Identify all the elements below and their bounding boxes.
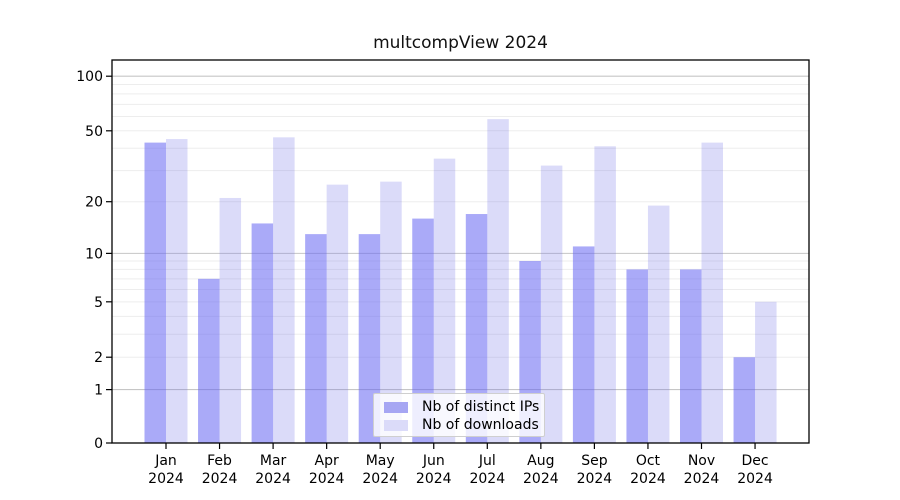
y-tick-label: 0 <box>94 436 103 452</box>
bar-downloads-sep <box>594 146 616 443</box>
bar-distinct-ips-jul <box>465 214 488 443</box>
y-tick-label: 20 <box>85 195 103 211</box>
bar-downloads-may <box>380 181 402 443</box>
legend-entry-downloads: Nb of downloads <box>384 416 544 434</box>
x-tick-label-month: Mar <box>260 453 287 469</box>
bar-downloads-aug <box>540 165 563 443</box>
legend-swatch-downloads <box>384 419 408 431</box>
x-tick-label-month: Aug <box>527 453 554 469</box>
x-tick-label-year: 2024 <box>577 471 613 487</box>
bar-downloads-jun <box>433 158 456 444</box>
bar-downloads-apr <box>326 184 349 443</box>
y-tick-label: 2 <box>94 350 103 366</box>
legend-label-downloads: Nb of downloads <box>422 417 539 433</box>
bar-distinct-ips-feb <box>198 278 220 443</box>
y-tick-label: 50 <box>85 124 103 140</box>
bar-distinct-ips-jan <box>144 142 166 443</box>
y-tick-label: 10 <box>85 246 103 262</box>
x-tick-label-year: 2024 <box>362 471 398 487</box>
bar-distinct-ips-jun <box>412 218 434 443</box>
x-tick-label-year: 2024 <box>416 471 452 487</box>
x-tick-label-year: 2024 <box>469 471 505 487</box>
legend-swatch-distinct-ips <box>384 401 408 413</box>
x-tick-label-month: Oct <box>636 453 661 469</box>
bar-distinct-ips-nov <box>680 269 702 443</box>
chart-title: multcompView 2024 <box>373 33 548 53</box>
plot-border <box>111 59 810 444</box>
x-tick-label-year: 2024 <box>309 471 345 487</box>
y-tick-label: 5 <box>94 295 103 311</box>
legend: Nb of distinct IPs Nb of downloads <box>373 393 545 437</box>
x-tick-label-month: Apr <box>315 453 339 469</box>
bar-distinct-ips-sep <box>572 246 595 443</box>
x-tick-label-month: Feb <box>207 453 232 469</box>
x-tick-label-month: Dec <box>742 453 769 469</box>
bar-downloads-jan <box>166 139 188 444</box>
x-tick-label-month: Jul <box>478 453 496 469</box>
bar-distinct-ips-may <box>358 234 381 443</box>
bar-downloads-oct <box>647 205 670 443</box>
x-tick-label-year: 2024 <box>737 471 773 487</box>
bar-distinct-ips-apr <box>305 234 327 443</box>
x-tick-label-year: 2024 <box>202 471 238 487</box>
bar-downloads-jul <box>487 119 509 443</box>
x-tick-label-month: Sep <box>581 453 608 469</box>
bar-distinct-ips-mar <box>251 223 274 443</box>
bar-downloads-nov <box>701 142 723 443</box>
x-tick-label-month: Jun <box>422 453 445 469</box>
x-tick-label-year: 2024 <box>630 471 666 487</box>
x-tick-label-year: 2024 <box>684 471 720 487</box>
y-tick-label: 1 <box>94 383 103 399</box>
legend-entry-distinct-ips: Nb of distinct IPs <box>384 398 544 416</box>
bar-downloads-dec <box>755 301 777 443</box>
x-tick-label-year: 2024 <box>148 471 184 487</box>
legend-label-distinct-ips: Nb of distinct IPs <box>422 399 540 415</box>
x-tick-label-month: May <box>366 453 395 469</box>
bar-downloads-feb <box>219 197 242 443</box>
bar-distinct-ips-oct <box>626 269 648 443</box>
x-tick-label-month: Nov <box>688 453 715 469</box>
y-tick-label: 100 <box>76 69 103 85</box>
x-tick-label-year: 2024 <box>523 471 559 487</box>
bar-distinct-ips-dec <box>733 357 756 443</box>
x-tick-label-month: Jan <box>154 453 177 469</box>
bar-downloads-mar <box>273 137 295 444</box>
x-tick-label-year: 2024 <box>255 471 291 487</box>
